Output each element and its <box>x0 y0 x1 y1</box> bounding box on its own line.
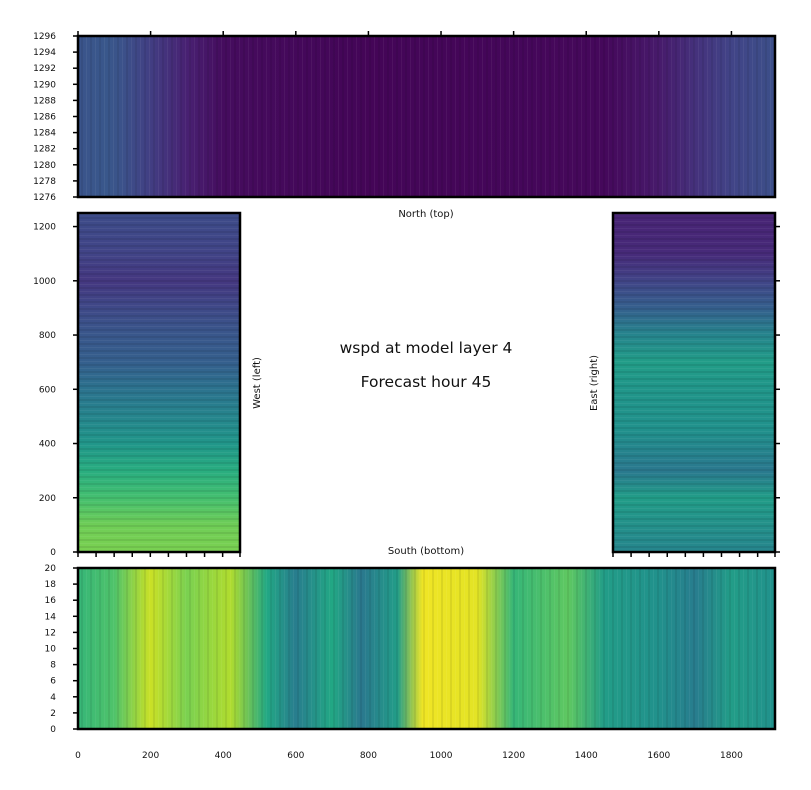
east-texture <box>613 213 775 552</box>
north-ytick-label: 1284 <box>33 129 56 139</box>
south-ytick-label: 16 <box>45 596 57 606</box>
west-panel: 0 200 400 600 800 1000 1200 West (left) <box>33 211 263 558</box>
north-ytick-label: 1286 <box>33 113 56 123</box>
north-ytick-label: 1290 <box>33 80 56 90</box>
west-frame <box>76 211 242 554</box>
south-xtick-label: 800 <box>360 751 377 761</box>
north-label: North (top) <box>398 209 453 220</box>
west-ytick-label: 400 <box>39 440 56 450</box>
south-xtick-label: 200 <box>142 751 159 761</box>
figure-title-line-1: wspd at model layer 4 <box>340 339 513 357</box>
south-ytick-label: 14 <box>45 612 57 622</box>
west-ytick-label: 0 <box>50 548 56 558</box>
east-ticks <box>612 225 780 557</box>
south-texture <box>78 568 775 729</box>
south-ytick-label: 0 <box>50 725 56 735</box>
north-ytick-label: 1292 <box>33 64 56 74</box>
north-ytick-label: 1282 <box>33 145 56 155</box>
west-ytick-label: 1000 <box>33 277 56 287</box>
north-ytick-label: 1294 <box>33 48 56 58</box>
south-ytick-label: 10 <box>45 645 57 655</box>
north-ytick-label: 1280 <box>33 161 56 171</box>
south-ytick-label: 18 <box>45 580 57 590</box>
south-xtick-label: 1400 <box>575 751 598 761</box>
east-panel: East (right) <box>589 211 780 557</box>
west-ticks: 0 200 400 600 800 1000 1200 <box>33 223 241 558</box>
south-ytick-label: 20 <box>45 564 57 574</box>
west-texture <box>78 213 240 552</box>
figure-title-line-2: Forecast hour 45 <box>361 373 492 391</box>
north-ytick-label: 1288 <box>33 96 56 106</box>
south-ytick-label: 6 <box>50 677 56 687</box>
south-xtick-label: 1600 <box>647 751 670 761</box>
north-texture <box>78 36 775 197</box>
south-xtick-label: 1000 <box>430 751 453 761</box>
west-ytick-label: 200 <box>39 494 56 504</box>
south-xtick-label: 1800 <box>720 751 743 761</box>
east-label: East (right) <box>589 355 600 411</box>
south-label: South (bottom) <box>388 546 464 557</box>
east-frame <box>611 211 777 554</box>
north-ticks: 1276 1278 1280 1282 1284 1286 1288 1290 1292 1294… <box>33 31 733 203</box>
south-ytick-label: 8 <box>50 661 56 671</box>
west-label: West (left) <box>252 357 263 409</box>
north-ytick-label: 1276 <box>33 193 56 203</box>
south-xtick-label: 600 <box>287 751 304 761</box>
south-ytick-label: 2 <box>50 709 56 719</box>
west-ytick-label: 1200 <box>33 223 56 233</box>
south-xtick-label: 0 <box>75 751 81 761</box>
south-xtick-label: 1200 <box>502 751 525 761</box>
north-panel: 1276 1278 1280 1282 1284 1286 1288 1290 1292 1294… <box>33 31 777 220</box>
south-ytick-label: 12 <box>45 628 56 638</box>
north-ytick-label: 1296 <box>33 32 56 42</box>
north-ytick-label: 1278 <box>33 177 56 187</box>
south-xtick-label: 400 <box>215 751 232 761</box>
west-ytick-label: 800 <box>39 331 56 341</box>
west-ytick-label: 600 <box>39 385 56 395</box>
south-ytick-label: 4 <box>50 693 56 703</box>
